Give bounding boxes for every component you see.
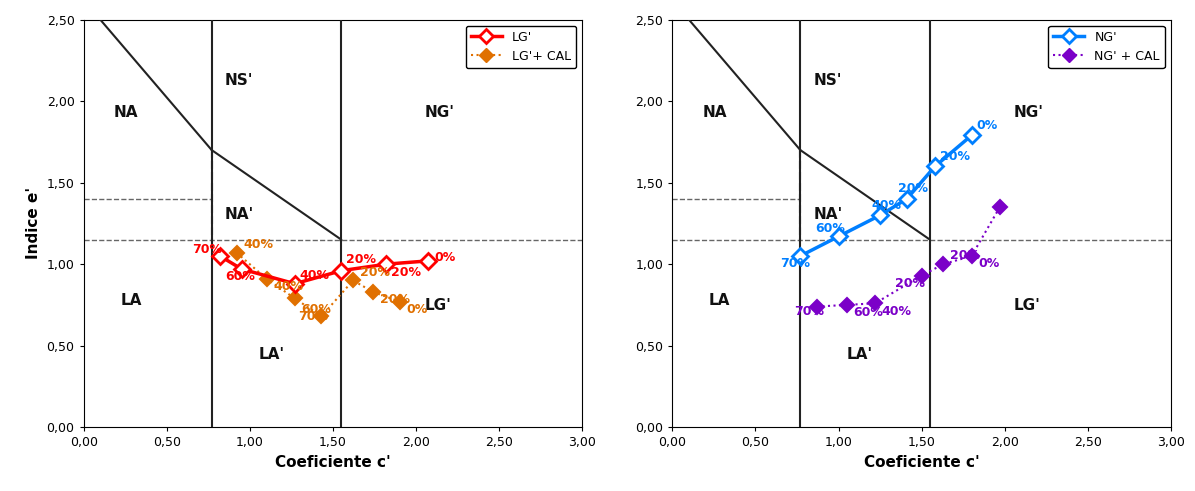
- X-axis label: Coeficiente c': Coeficiente c': [864, 455, 980, 470]
- Text: NG': NG': [1013, 106, 1043, 120]
- Text: 20%: 20%: [899, 183, 929, 195]
- Y-axis label: Indice e': Indice e': [26, 188, 41, 259]
- Text: 70%: 70%: [780, 257, 810, 271]
- Text: 0%: 0%: [435, 251, 455, 264]
- Text: 20%: 20%: [940, 150, 970, 163]
- Text: 40%: 40%: [244, 238, 274, 251]
- Text: LG': LG': [424, 298, 452, 313]
- Legend: NG', NG' + CAL: NG', NG' + CAL: [1048, 26, 1165, 68]
- Text: 20%: 20%: [347, 252, 376, 266]
- Text: 60%: 60%: [815, 221, 845, 235]
- Text: 60%: 60%: [301, 303, 331, 316]
- Text: 40%: 40%: [872, 199, 902, 212]
- Text: 70%: 70%: [793, 305, 823, 318]
- Text: LG': LG': [1013, 298, 1040, 313]
- Text: NA: NA: [114, 106, 139, 120]
- Text: 20%: 20%: [360, 266, 390, 278]
- Text: LA: LA: [709, 293, 730, 308]
- Text: NS': NS': [814, 73, 842, 88]
- Text: 0%: 0%: [979, 257, 999, 271]
- Text: LA': LA': [258, 347, 284, 362]
- Text: LA: LA: [121, 293, 141, 308]
- Text: 70%: 70%: [298, 310, 329, 323]
- Text: LA': LA': [847, 347, 874, 362]
- Text: NA': NA': [814, 207, 842, 221]
- Text: 60%: 60%: [225, 271, 255, 283]
- X-axis label: Coeficiente c': Coeficiente c': [275, 455, 391, 470]
- Text: NA: NA: [703, 106, 727, 120]
- Text: 60%: 60%: [853, 306, 883, 319]
- Text: 0%: 0%: [406, 303, 428, 316]
- Text: 20%: 20%: [895, 277, 925, 290]
- Text: 70%: 70%: [191, 243, 222, 256]
- Legend: LG', LG'+ CAL: LG', LG'+ CAL: [466, 26, 576, 68]
- Text: NA': NA': [225, 207, 255, 221]
- Text: NG': NG': [424, 106, 454, 120]
- Text: 0%: 0%: [976, 119, 998, 132]
- Text: 40%: 40%: [300, 269, 330, 282]
- Text: 20%: 20%: [391, 266, 422, 278]
- Text: 40%: 40%: [274, 280, 304, 293]
- Text: 20%: 20%: [380, 293, 410, 306]
- Text: 20%: 20%: [950, 249, 980, 262]
- Text: NS': NS': [225, 73, 253, 88]
- Text: 40%: 40%: [882, 305, 912, 318]
